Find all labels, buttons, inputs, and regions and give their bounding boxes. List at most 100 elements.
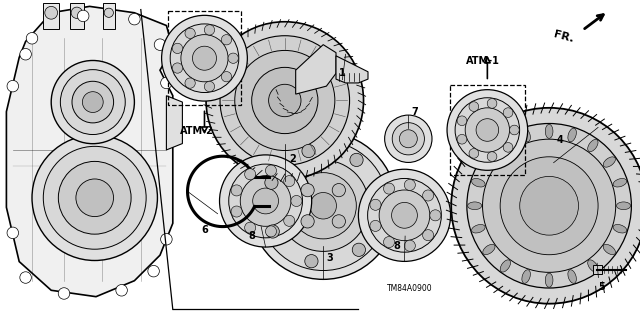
Circle shape <box>221 71 232 82</box>
Circle shape <box>253 188 278 214</box>
Circle shape <box>457 134 467 144</box>
Ellipse shape <box>522 270 531 283</box>
Circle shape <box>404 240 415 251</box>
Circle shape <box>373 196 387 209</box>
Circle shape <box>451 108 640 304</box>
Circle shape <box>392 203 417 228</box>
Circle shape <box>302 145 315 158</box>
Bar <box>44 3 60 29</box>
Ellipse shape <box>568 270 577 283</box>
Ellipse shape <box>472 225 485 233</box>
Circle shape <box>469 102 479 111</box>
Text: 1: 1 <box>339 68 346 78</box>
Circle shape <box>370 199 381 210</box>
Ellipse shape <box>500 260 511 272</box>
Circle shape <box>265 176 278 189</box>
Circle shape <box>51 61 134 144</box>
Text: 2: 2 <box>289 154 296 165</box>
Circle shape <box>404 179 415 190</box>
Text: ATM-1: ATM-1 <box>467 56 500 66</box>
Circle shape <box>240 176 291 226</box>
Circle shape <box>269 84 301 117</box>
Circle shape <box>83 92 103 113</box>
Circle shape <box>392 123 424 155</box>
Circle shape <box>301 215 314 228</box>
Circle shape <box>60 70 125 135</box>
Circle shape <box>301 183 314 197</box>
Circle shape <box>487 99 497 108</box>
Circle shape <box>228 164 303 238</box>
Circle shape <box>266 225 279 238</box>
Polygon shape <box>296 45 336 94</box>
Text: 4: 4 <box>557 135 563 145</box>
Ellipse shape <box>468 202 482 210</box>
Ellipse shape <box>568 128 577 142</box>
Circle shape <box>370 220 381 231</box>
Circle shape <box>26 33 38 44</box>
Bar <box>103 3 115 29</box>
Ellipse shape <box>604 244 616 255</box>
Circle shape <box>250 132 397 279</box>
Circle shape <box>430 210 441 221</box>
Circle shape <box>252 67 318 134</box>
Circle shape <box>500 157 598 255</box>
Circle shape <box>487 152 497 161</box>
Circle shape <box>469 149 479 158</box>
Text: 3: 3 <box>326 253 333 263</box>
Text: 7: 7 <box>412 107 418 117</box>
Circle shape <box>58 161 131 234</box>
Circle shape <box>58 288 70 299</box>
Circle shape <box>465 108 509 152</box>
Circle shape <box>7 80 19 92</box>
Circle shape <box>520 176 579 235</box>
Circle shape <box>476 119 499 141</box>
Circle shape <box>116 285 127 296</box>
Text: ATM-2: ATM-2 <box>180 126 213 136</box>
Circle shape <box>244 169 256 180</box>
Circle shape <box>266 165 276 176</box>
Circle shape <box>422 230 434 241</box>
Circle shape <box>71 7 83 19</box>
Circle shape <box>399 130 417 148</box>
Circle shape <box>422 190 434 201</box>
Ellipse shape <box>588 260 598 272</box>
Circle shape <box>172 63 182 73</box>
Circle shape <box>185 78 195 88</box>
Ellipse shape <box>483 157 495 167</box>
Circle shape <box>181 35 228 82</box>
Ellipse shape <box>545 124 553 138</box>
Bar <box>168 11 241 105</box>
Circle shape <box>310 192 337 219</box>
Circle shape <box>129 13 140 25</box>
Ellipse shape <box>604 157 616 167</box>
Circle shape <box>385 115 432 162</box>
Text: 8: 8 <box>248 231 255 241</box>
Circle shape <box>221 34 232 45</box>
Ellipse shape <box>613 225 627 233</box>
Circle shape <box>383 236 395 248</box>
Circle shape <box>383 183 395 194</box>
Circle shape <box>483 139 616 272</box>
Circle shape <box>455 98 520 162</box>
Ellipse shape <box>522 128 531 142</box>
Circle shape <box>509 125 519 135</box>
Circle shape <box>170 24 239 93</box>
Text: 5: 5 <box>598 282 605 292</box>
Circle shape <box>161 234 172 245</box>
Circle shape <box>350 153 363 167</box>
Circle shape <box>161 77 172 89</box>
Polygon shape <box>166 96 182 150</box>
Circle shape <box>7 227 19 239</box>
Circle shape <box>20 272 31 283</box>
Text: 6: 6 <box>202 225 208 235</box>
Circle shape <box>266 226 276 237</box>
Circle shape <box>76 179 113 217</box>
Ellipse shape <box>588 139 598 152</box>
Ellipse shape <box>613 179 627 187</box>
Bar <box>593 265 602 274</box>
Circle shape <box>332 183 346 197</box>
Circle shape <box>284 215 295 226</box>
Circle shape <box>72 81 114 123</box>
Circle shape <box>77 10 89 22</box>
Circle shape <box>148 265 159 277</box>
